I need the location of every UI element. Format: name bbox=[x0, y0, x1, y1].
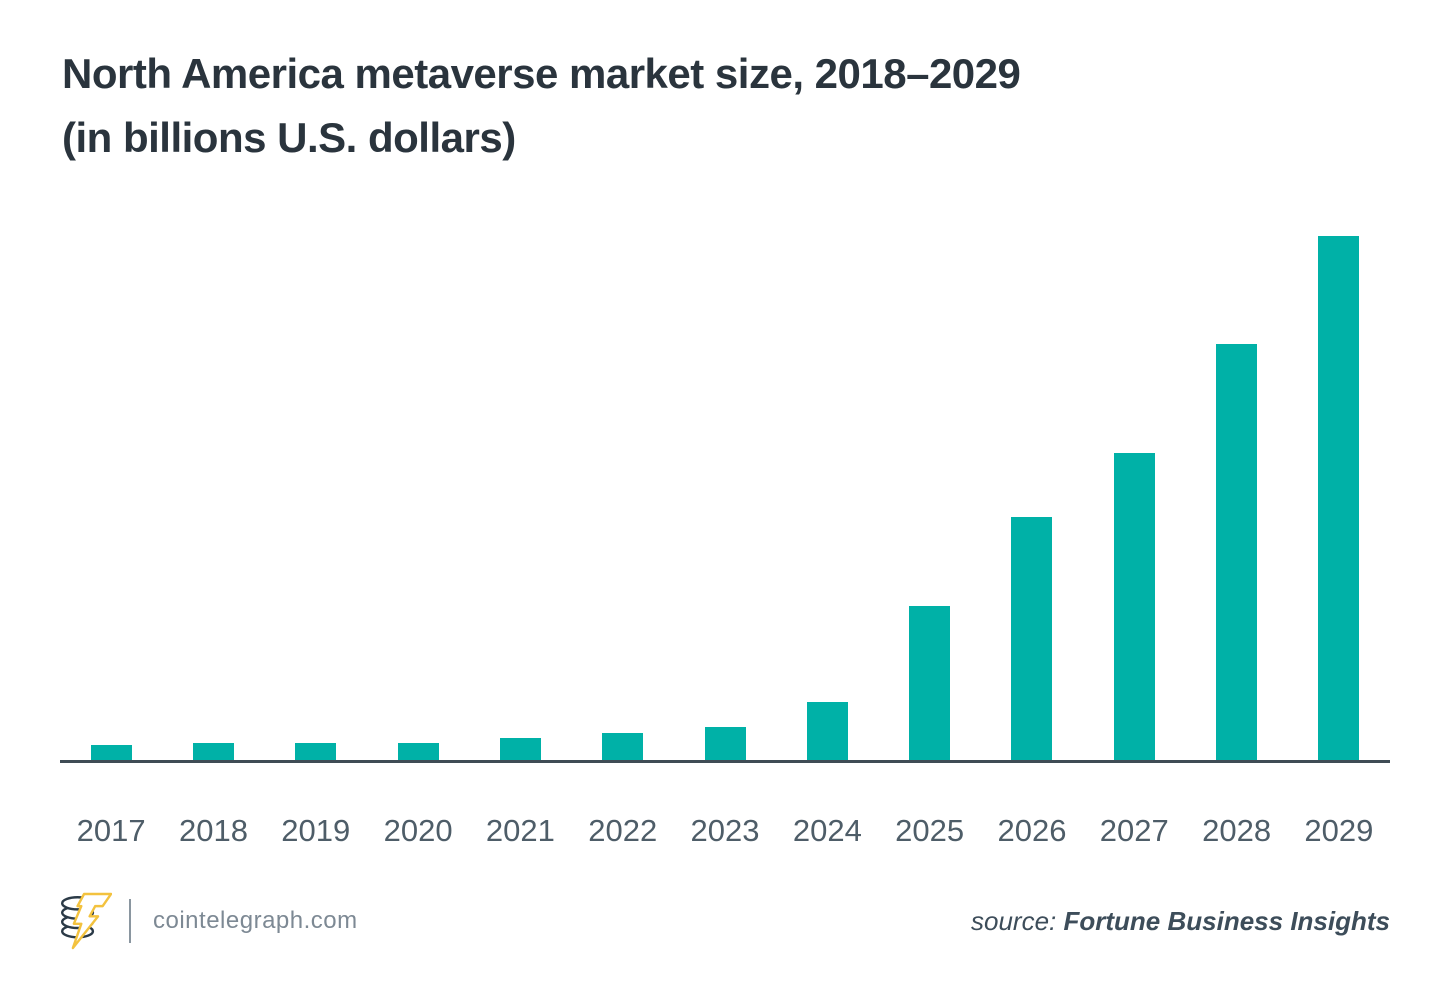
bar-2023 bbox=[704, 727, 746, 760]
bar-2017 bbox=[90, 745, 132, 760]
bar-2026 bbox=[1011, 517, 1053, 760]
x-tick-2022: 2022 bbox=[588, 813, 658, 848]
bar-2019 bbox=[295, 743, 337, 760]
footer-divider bbox=[129, 899, 131, 943]
x-axis-line bbox=[60, 760, 1390, 763]
bar-column-2029 bbox=[1288, 200, 1390, 760]
x-tick-2023: 2023 bbox=[690, 813, 760, 848]
brand-domain: cointelegraph.com bbox=[153, 907, 358, 934]
bar-2022 bbox=[602, 733, 644, 760]
bar-column-2020 bbox=[367, 200, 469, 760]
bar-column-2018 bbox=[162, 200, 264, 760]
x-tick-2024: 2024 bbox=[792, 813, 862, 848]
lightning-bolt-icon bbox=[71, 892, 112, 950]
bar-chart-plot-area bbox=[60, 200, 1390, 760]
bar-column-2024 bbox=[776, 200, 878, 760]
chart-title: North America metaverse market size, 201… bbox=[62, 42, 1021, 170]
bar-column-2028 bbox=[1185, 200, 1287, 760]
bar-2028 bbox=[1216, 344, 1258, 760]
source-attribution: source: Fortune Business Insights bbox=[971, 906, 1390, 937]
bar-2029 bbox=[1318, 236, 1360, 760]
x-tick-2017: 2017 bbox=[76, 813, 146, 848]
x-axis-tick-labels: 2017 2018 2019 2020 2021 2022 2023 2024 2025 2026… bbox=[60, 813, 1390, 849]
x-tick-2029: 2029 bbox=[1304, 813, 1374, 848]
bar-2024 bbox=[806, 702, 848, 760]
source-label: source: bbox=[971, 906, 1057, 936]
x-tick-2027: 2027 bbox=[1099, 813, 1169, 848]
bar-2021 bbox=[499, 738, 541, 760]
bar-2027 bbox=[1113, 453, 1155, 760]
x-tick-2025: 2025 bbox=[895, 813, 965, 848]
chart-title-line2: (in billions U.S. dollars) bbox=[62, 114, 516, 161]
source-name: Fortune Business Insights bbox=[1063, 906, 1391, 936]
bar-column-2023 bbox=[674, 200, 776, 760]
bar-2020 bbox=[397, 743, 439, 760]
bar-column-2021 bbox=[469, 200, 571, 760]
chart-title-line1: North America metaverse market size, 201… bbox=[62, 50, 1021, 97]
bar-column-2025 bbox=[879, 200, 981, 760]
x-tick-2026: 2026 bbox=[997, 813, 1067, 848]
x-tick-2020: 2020 bbox=[383, 813, 453, 848]
bar-2018 bbox=[192, 743, 234, 760]
bar-column-2019 bbox=[265, 200, 367, 760]
x-tick-2021: 2021 bbox=[485, 813, 555, 848]
x-tick-2028: 2028 bbox=[1202, 813, 1272, 848]
bar-column-2027 bbox=[1083, 200, 1185, 760]
bar-column-2022 bbox=[572, 200, 674, 760]
x-tick-2018: 2018 bbox=[178, 813, 248, 848]
x-tick-2019: 2019 bbox=[281, 813, 351, 848]
cointelegraph-logo-icon bbox=[60, 892, 112, 950]
bar-column-2026 bbox=[981, 200, 1083, 760]
bar-2025 bbox=[909, 606, 951, 760]
brand-footer: cointelegraph.com bbox=[58, 890, 358, 952]
bar-column-2017 bbox=[60, 200, 162, 760]
